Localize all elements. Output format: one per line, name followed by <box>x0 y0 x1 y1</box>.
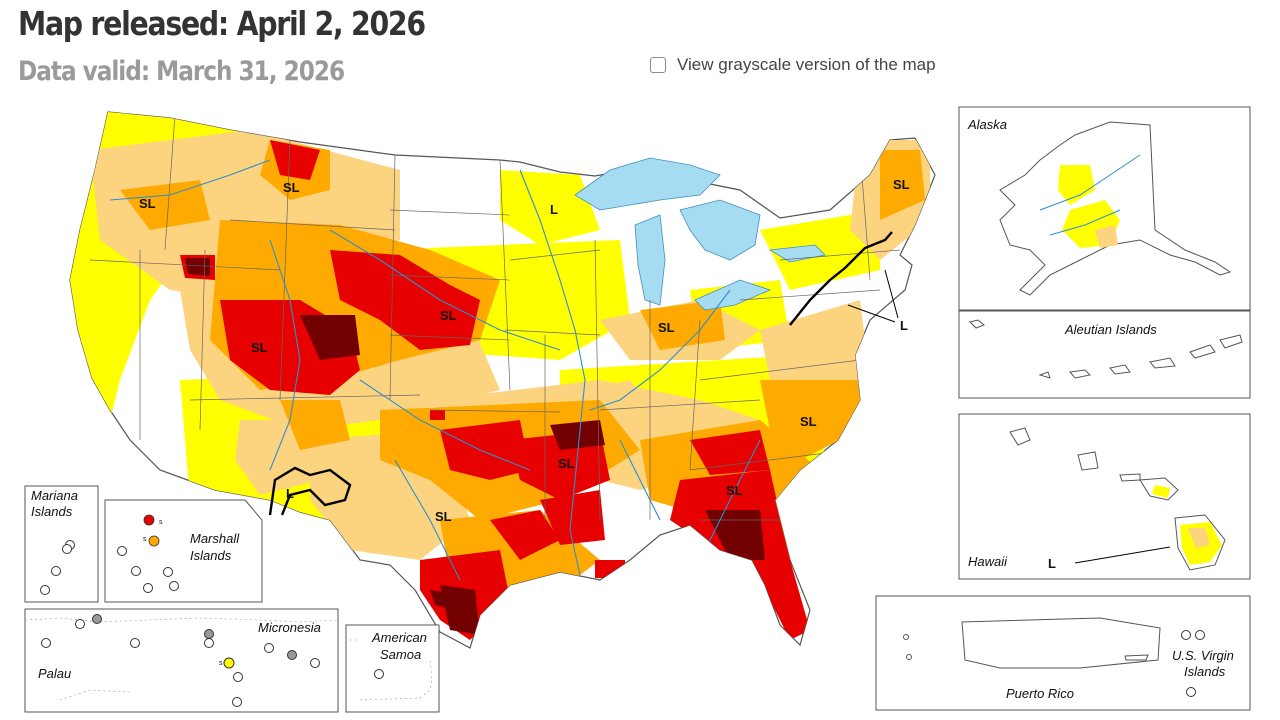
usvi-label-line1: U.S. Virgin <box>1172 648 1234 663</box>
impact-label-pacific-nw: SL <box>139 196 156 211</box>
marshall-station-marker-1: s <box>159 519 163 526</box>
palau-label: Palau <box>38 666 71 681</box>
impact-label-nebraska: SL <box>440 308 457 323</box>
grayscale-checkbox[interactable] <box>650 57 666 73</box>
impact-label-new-england: SL <box>893 177 910 192</box>
alaska-label: Alaska <box>967 117 1007 132</box>
micronesia-label: Micronesia <box>258 620 321 635</box>
micronesia-inset: Micronesia Palau s <box>24 608 339 713</box>
grayscale-toggle-label: View grayscale version of the map <box>677 55 936 74</box>
impact-label-virginia: SL <box>800 414 817 429</box>
marshall-inset: Marshall Islands s s <box>104 499 263 603</box>
samoa-label-line2: Samoa <box>380 647 421 662</box>
mariana-inset: Mariana Islands <box>24 485 99 603</box>
impact-label-ohio: SL <box>658 320 675 335</box>
aleutian-label: Aleutian Islands <box>1064 322 1157 337</box>
impact-boundaries <box>268 231 893 516</box>
mariana-label-line1: Mariana <box>31 488 78 503</box>
samoa-inset: American Samoa <box>345 624 440 713</box>
leader-lines <box>847 269 899 323</box>
impact-label-colorado: SL <box>251 340 268 355</box>
hawaii-label: Hawaii <box>968 554 1008 569</box>
impact-label-new-mexico: L <box>286 486 294 501</box>
map-release-title: Map released: April 2, 2026 <box>18 4 426 43</box>
samoa-label-line1: American <box>371 630 427 645</box>
impact-label-texas: SL <box>435 509 452 524</box>
marshall-label-line1: Marshall <box>190 531 240 546</box>
data-valid-subtitle: Data valid: March 31, 2026 <box>18 56 345 87</box>
aleutian-inset: Aleutian Islands <box>958 310 1251 399</box>
state-borders <box>89 114 901 521</box>
impact-label-montana: SL <box>283 180 300 195</box>
puerto-rico-inset: Puerto Rico U.S. Virgin Islands <box>875 595 1251 711</box>
impact-label-pennsylvania: L <box>900 318 908 333</box>
impact-label-arkansas: SL <box>558 456 575 471</box>
puerto-rico-label: Puerto Rico <box>1006 686 1074 701</box>
impact-label-wisconsin: L <box>550 202 558 217</box>
conus-map: SL SL L SL SL SL SL L SL SL L SL SL <box>69 111 936 649</box>
marshall-station-marker-2: s <box>143 536 147 543</box>
drought-areas <box>70 112 930 640</box>
alaska-inset: Alaska <box>958 106 1251 311</box>
mariana-label-line2: Islands <box>31 504 73 519</box>
great-lakes <box>574 157 826 311</box>
impact-labels: SL SL L SL SL SL SL L SL SL L SL SL <box>139 177 910 524</box>
grayscale-toggle[interactable]: View grayscale version of the map <box>650 55 936 75</box>
impact-label-hawaii: L <box>1048 556 1056 571</box>
usvi-label-line2: Islands <box>1184 664 1226 679</box>
rivers <box>109 159 761 581</box>
marshall-label-line2: Islands <box>190 548 232 563</box>
d4-exceptional-areas <box>185 258 765 635</box>
micronesia-station-marker: s <box>219 660 223 667</box>
hawaii-inset: Hawaii L <box>958 413 1251 580</box>
impact-label-georgia: SL <box>726 483 743 498</box>
